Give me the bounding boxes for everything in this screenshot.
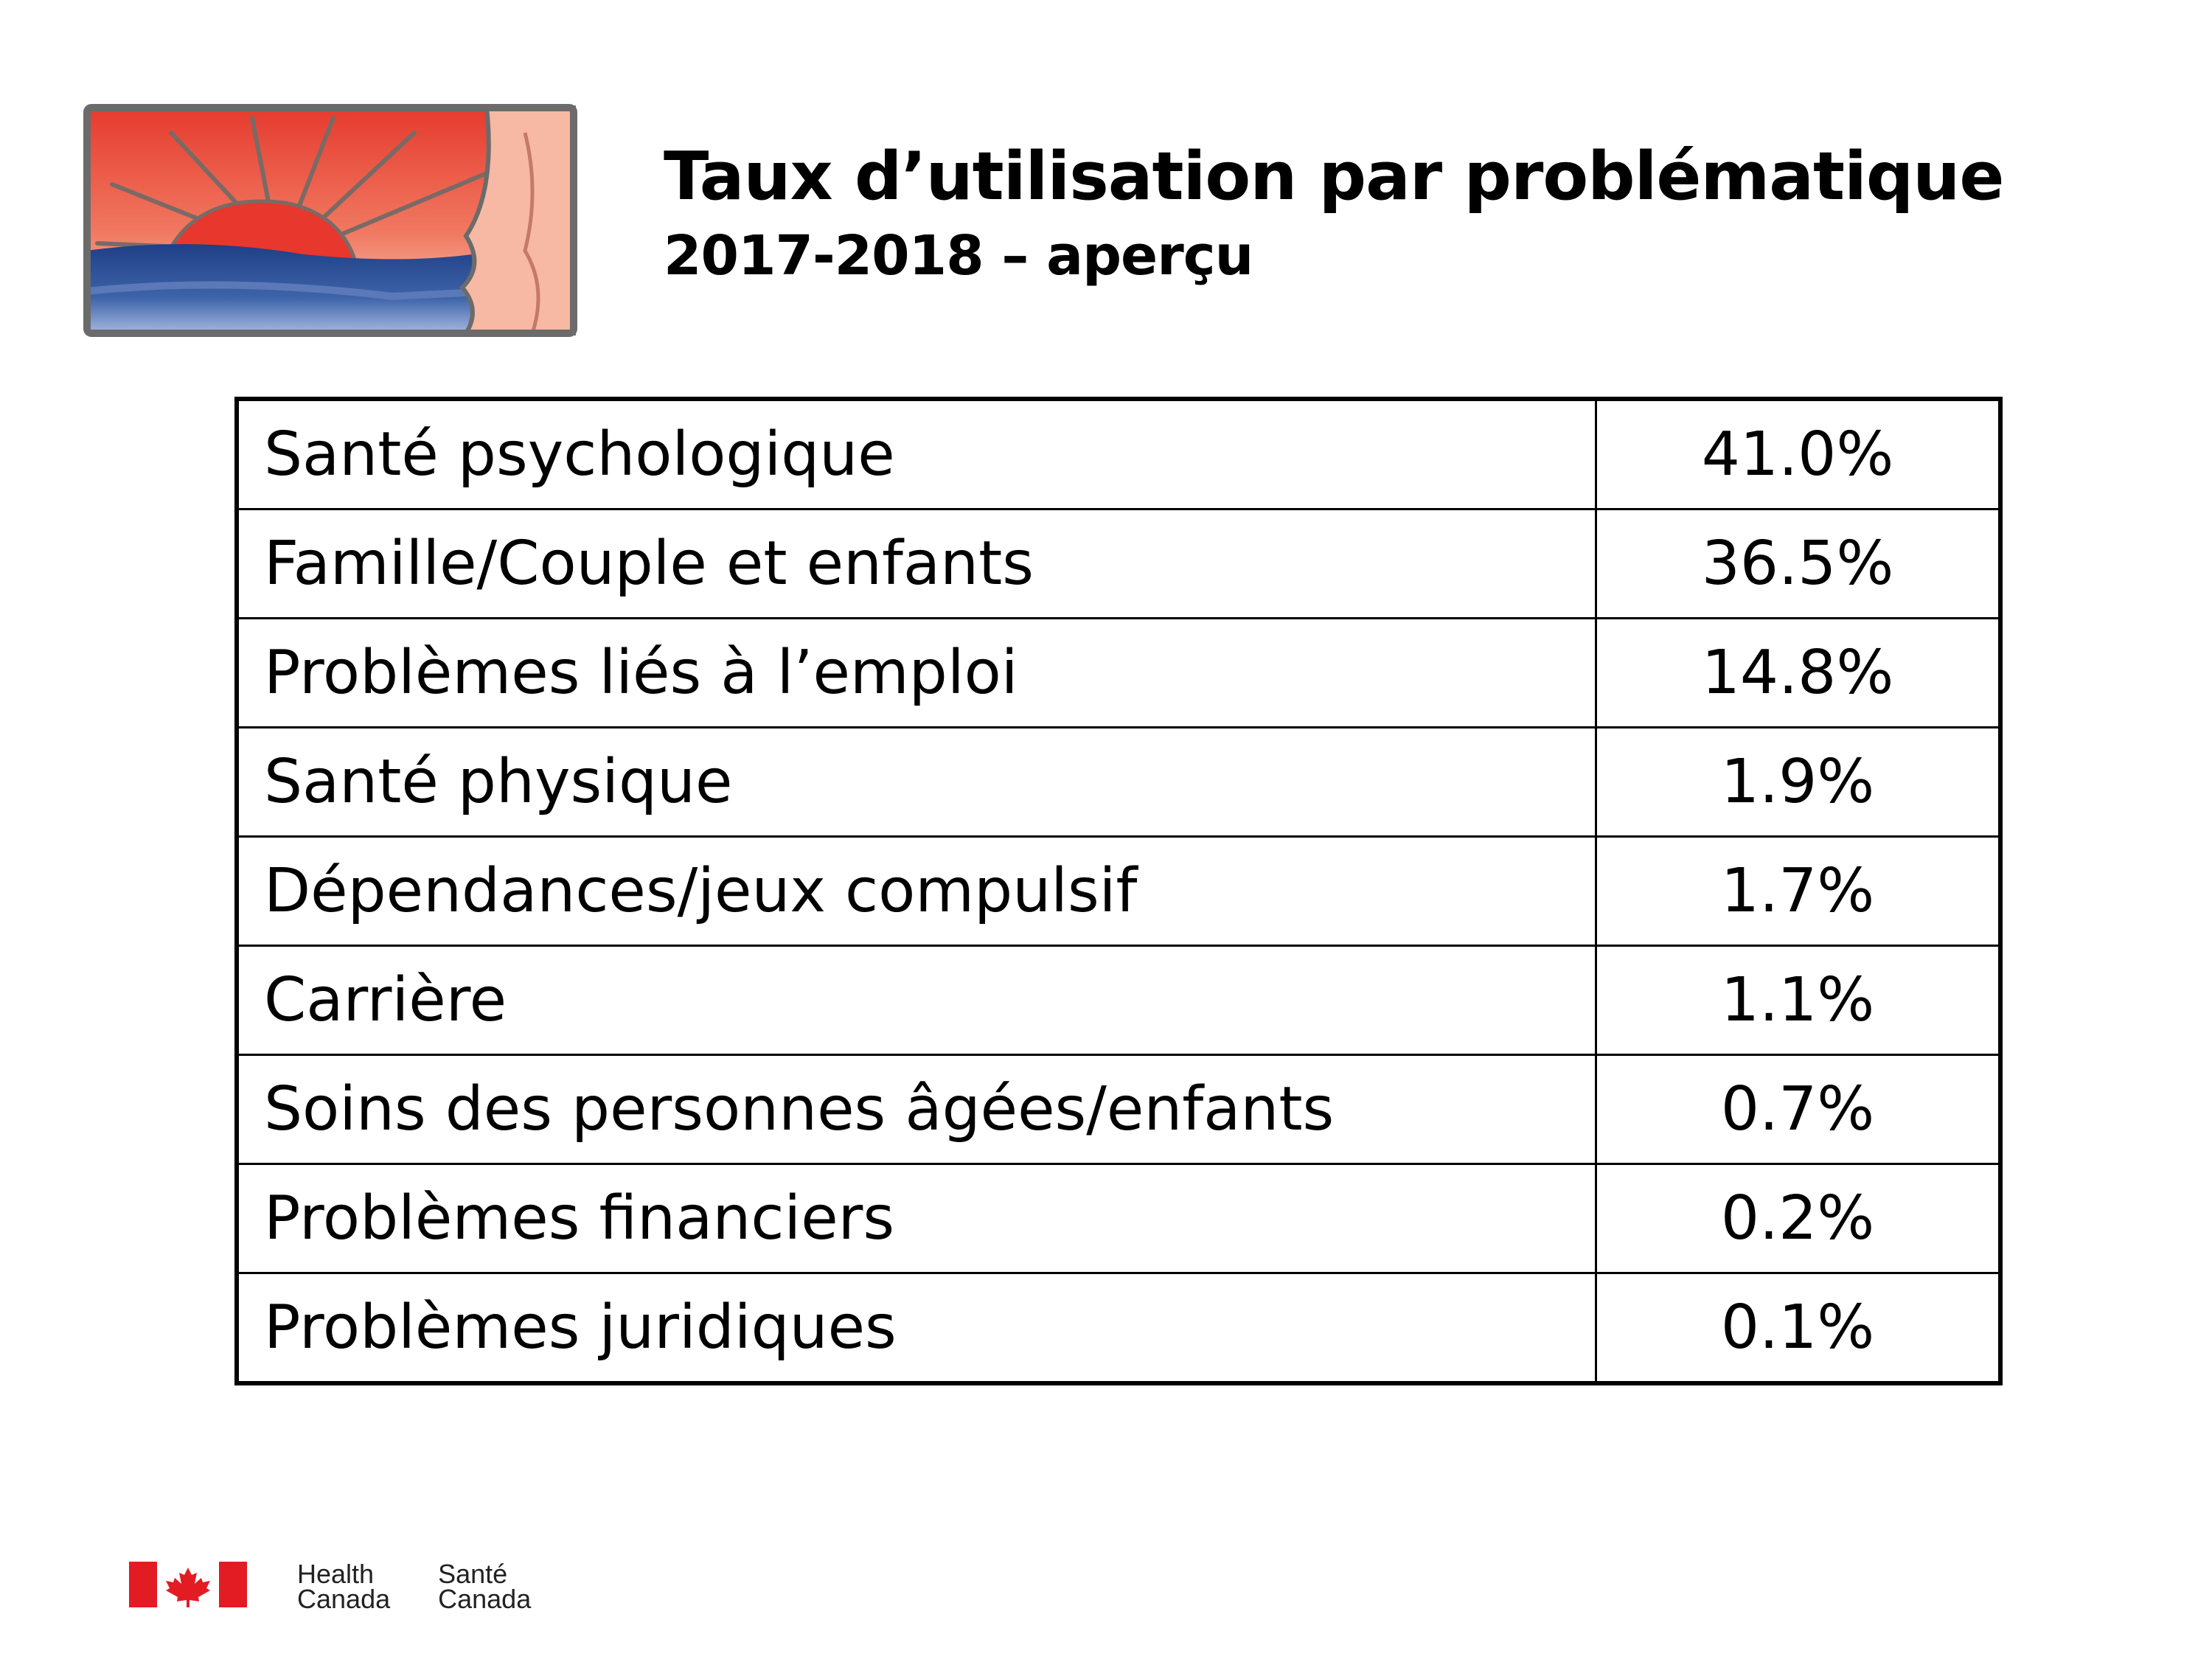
english-name-line: Health <box>297 1559 375 1589</box>
row-label: Dépendances/jeux compulsif <box>235 835 1597 947</box>
row-value: 41.0% <box>1595 397 2002 510</box>
french-name-line: Canada <box>438 1584 532 1614</box>
table-row: Problèmes liés à l’emploi 14.8% <box>235 617 2002 728</box>
table-row: Famille/Couple et enfants 36.5% <box>235 508 2002 619</box>
table-row: Carrière 1.1% <box>235 945 2002 1056</box>
row-value: 1.9% <box>1595 726 2002 838</box>
french-department-name: Santé Canada <box>438 1559 532 1614</box>
row-value: 0.1% <box>1595 1272 2002 1385</box>
english-name-line: Canada <box>297 1584 391 1614</box>
health-canada-signature: Health Canada Santé Canada <box>129 1559 532 1614</box>
row-value: 0.2% <box>1595 1163 2002 1274</box>
table-row: Soins des personnes âgées/enfants 0.7% <box>235 1054 2002 1165</box>
table-row: Santé physique 1.9% <box>235 726 2002 838</box>
title-block: Taux d’utilisation par problématique 201… <box>664 138 2004 288</box>
row-label: Problèmes liés à l’emploi <box>235 617 1597 728</box>
row-value: 0.7% <box>1595 1054 2002 1165</box>
table-row: Problèmes juridiques 0.1% <box>235 1272 2002 1385</box>
table-row: Dépendances/jeux compulsif 1.7% <box>235 835 2002 947</box>
sunset-logo <box>83 104 577 337</box>
english-department-name: Health Canada <box>297 1559 391 1614</box>
row-label: Famille/Couple et enfants <box>235 508 1597 619</box>
table-row: Santé psychologique 41.0% <box>235 397 2002 510</box>
row-label: Soins des personnes âgées/enfants <box>235 1054 1597 1165</box>
page-title: Taux d’utilisation par problématique <box>664 138 2004 215</box>
row-label: Problèmes juridiques <box>235 1272 1597 1385</box>
row-value: 36.5% <box>1595 508 2002 619</box>
table-row: Problèmes financiers 0.2% <box>235 1163 2002 1274</box>
row-value: 14.8% <box>1595 617 2002 728</box>
row-value: 1.1% <box>1595 945 2002 1056</box>
row-label: Carrière <box>235 945 1597 1056</box>
usage-rate-table: Santé psychologique 41.0% Famille/Couple… <box>234 397 2003 1385</box>
page-subtitle: 2017-2018 – aperçu <box>664 224 1253 288</box>
row-label: Santé physique <box>235 726 1597 838</box>
french-name-line: Santé <box>438 1559 508 1589</box>
canada-flag-icon <box>129 1562 247 1607</box>
row-value: 1.7% <box>1595 835 2002 947</box>
row-label: Santé psychologique <box>235 397 1597 510</box>
row-label: Problèmes financiers <box>235 1163 1597 1274</box>
